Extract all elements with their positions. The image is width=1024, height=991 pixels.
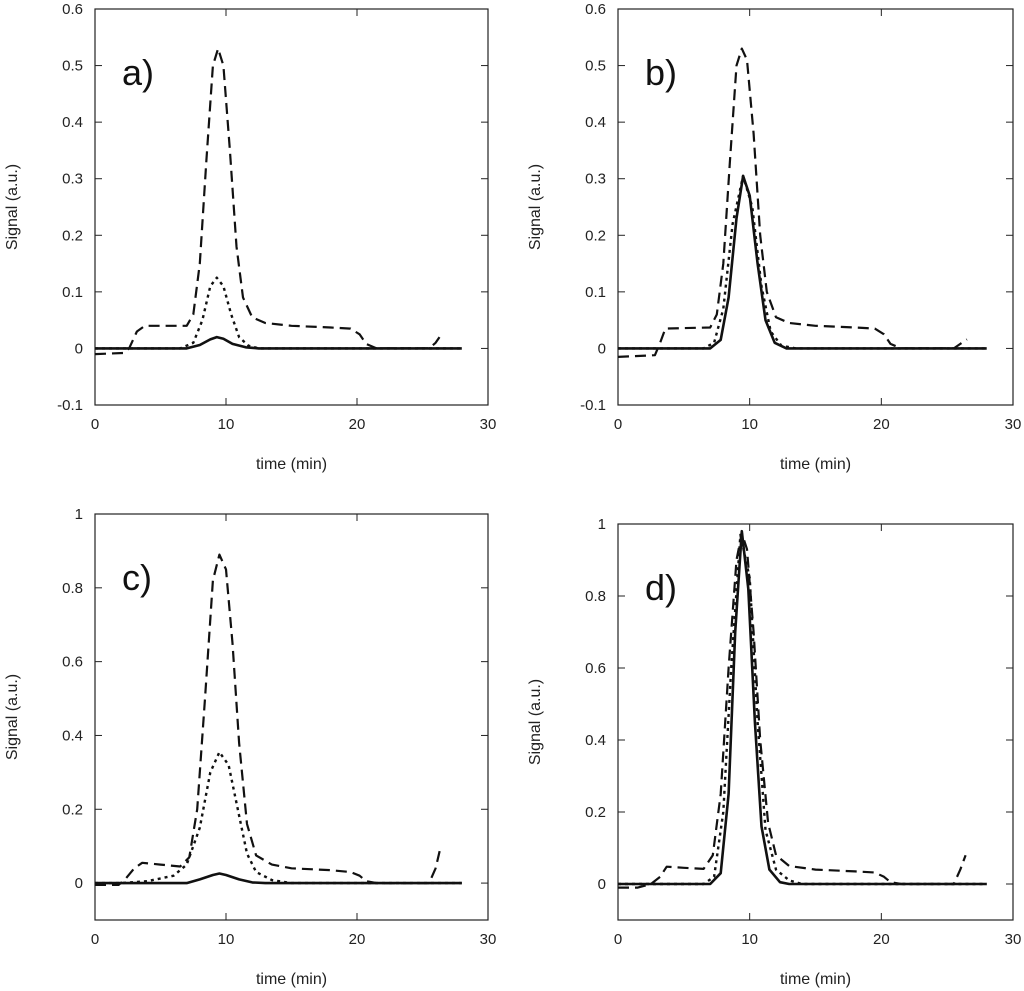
series-line-d-dotted — [618, 533, 987, 886]
x-tick-label-b-1: 10 — [741, 416, 758, 433]
panel-label-c: c) — [122, 557, 152, 598]
x-tick-label-a-1: 10 — [218, 416, 235, 433]
y-tick-label-b-4: 0.3 — [585, 171, 606, 188]
x-tick-label-d-2: 20 — [873, 931, 890, 948]
x-tick-label-b-0: 0 — [614, 416, 622, 433]
x-tick-label-c-1: 10 — [218, 931, 235, 948]
y-tick-label-b-2: 0.1 — [585, 284, 606, 301]
y-tick-label-a-7: 0.6 — [62, 1, 83, 18]
plot-frame-d — [617, 523, 1014, 921]
series-line-a-solid — [95, 335, 462, 350]
y-tick-label-b-6: 0.5 — [585, 58, 606, 75]
series-line-c-dashed — [95, 553, 442, 886]
y-tick-label-c-2: 0.4 — [62, 727, 83, 744]
chart-panel-c: 0 10 20 30 0 0.2 0.4 0.6 0.8 1 time (min) Signal (a… — [4, 506, 497, 988]
y-tick-label-b-5: 0.4 — [585, 114, 606, 131]
x-tick-label-b-3: 30 — [1005, 416, 1022, 433]
x-tick-label-d-3: 30 — [1005, 931, 1022, 948]
y-tick-label-d-3: 0.6 — [585, 660, 606, 677]
y-tick-label-c-5: 1 — [75, 506, 83, 523]
y-tick-label-c-1: 0.2 — [62, 801, 83, 818]
chart-panel-a: 0 10 20 30 -0.1 0 0.1 0.2 0.3 0.4 0.5 0.6 time (min)… — [4, 1, 497, 473]
y-tick-label-a-3: 0.2 — [62, 227, 83, 244]
x-axis-label-c: time (min) — [256, 971, 327, 988]
plot-frame-c — [94, 513, 489, 921]
chart-panel-d: 0 10 20 30 0 0.2 0.4 0.6 0.8 1 time (min) Signal (a… — [527, 516, 1022, 988]
series-line-a-dotted — [95, 276, 462, 350]
x-tick-label-a-2: 20 — [349, 416, 366, 433]
y-tick-label-a-5: 0.4 — [62, 114, 83, 131]
x-tick-label-c-0: 0 — [91, 931, 99, 948]
series-line-b-dashed — [618, 47, 968, 358]
y-tick-label-a-4: 0.3 — [62, 171, 83, 188]
panel-label-d: d) — [645, 567, 677, 608]
y-tick-label-c-0: 0 — [75, 875, 83, 892]
x-tick-label-d-1: 10 — [741, 931, 758, 948]
x-axis-label-b: time (min) — [780, 456, 851, 473]
chart-panel-b: 0 10 20 30 -0.1 0 0.1 0.2 0.3 0.4 0.5 0.6 time (min)… — [527, 1, 1022, 473]
y-tick-label-a-0: -0.1 — [57, 397, 83, 414]
y-tick-label-b-0: -0.1 — [580, 397, 606, 414]
x-tick-label-b-2: 20 — [873, 416, 890, 433]
x-tick-label-c-2: 20 — [349, 931, 366, 948]
x-tick-label-a-0: 0 — [91, 416, 99, 433]
y-tick-label-d-2: 0.4 — [585, 732, 606, 749]
y-axis-label-b: Signal (a.u.) — [527, 164, 544, 250]
x-tick-label-a-3: 30 — [480, 416, 497, 433]
x-tick-label-c-3: 30 — [480, 931, 497, 948]
y-tick-label-c-4: 0.8 — [62, 580, 83, 597]
x-axis-label-a: time (min) — [256, 456, 327, 473]
y-tick-label-a-2: 0.1 — [62, 284, 83, 301]
y-tick-label-d-4: 0.8 — [585, 588, 606, 605]
series-line-a-dashed — [95, 47, 441, 356]
y-tick-label-b-1: 0 — [598, 340, 606, 357]
x-tick-label-d-0: 0 — [614, 931, 622, 948]
y-axis-label-a: Signal (a.u.) — [4, 164, 21, 250]
panel-label-b: b) — [645, 52, 677, 93]
y-tick-label-c-3: 0.6 — [62, 654, 83, 671]
panel-label-a: a) — [122, 52, 154, 93]
y-axis-label-d: Signal (a.u.) — [527, 679, 544, 765]
series-line-b-solid — [618, 174, 987, 350]
series-line-c-dotted — [95, 750, 462, 885]
y-tick-label-d-0: 0 — [598, 876, 606, 893]
y-tick-label-b-7: 0.6 — [585, 1, 606, 18]
plot-frame-a — [94, 8, 489, 406]
plot-frame-b — [617, 8, 1014, 406]
series-line-d-solid — [618, 529, 987, 886]
series-line-c-solid — [95, 872, 462, 885]
series-line-b-dotted — [618, 174, 987, 350]
y-tick-label-a-6: 0.5 — [62, 58, 83, 75]
x-axis-label-d: time (min) — [780, 971, 851, 988]
y-tick-label-a-1: 0 — [75, 340, 83, 357]
y-tick-label-b-3: 0.2 — [585, 227, 606, 244]
y-tick-label-d-1: 0.2 — [585, 804, 606, 821]
y-tick-label-d-5: 1 — [598, 516, 606, 533]
y-axis-label-c: Signal (a.u.) — [4, 674, 21, 760]
